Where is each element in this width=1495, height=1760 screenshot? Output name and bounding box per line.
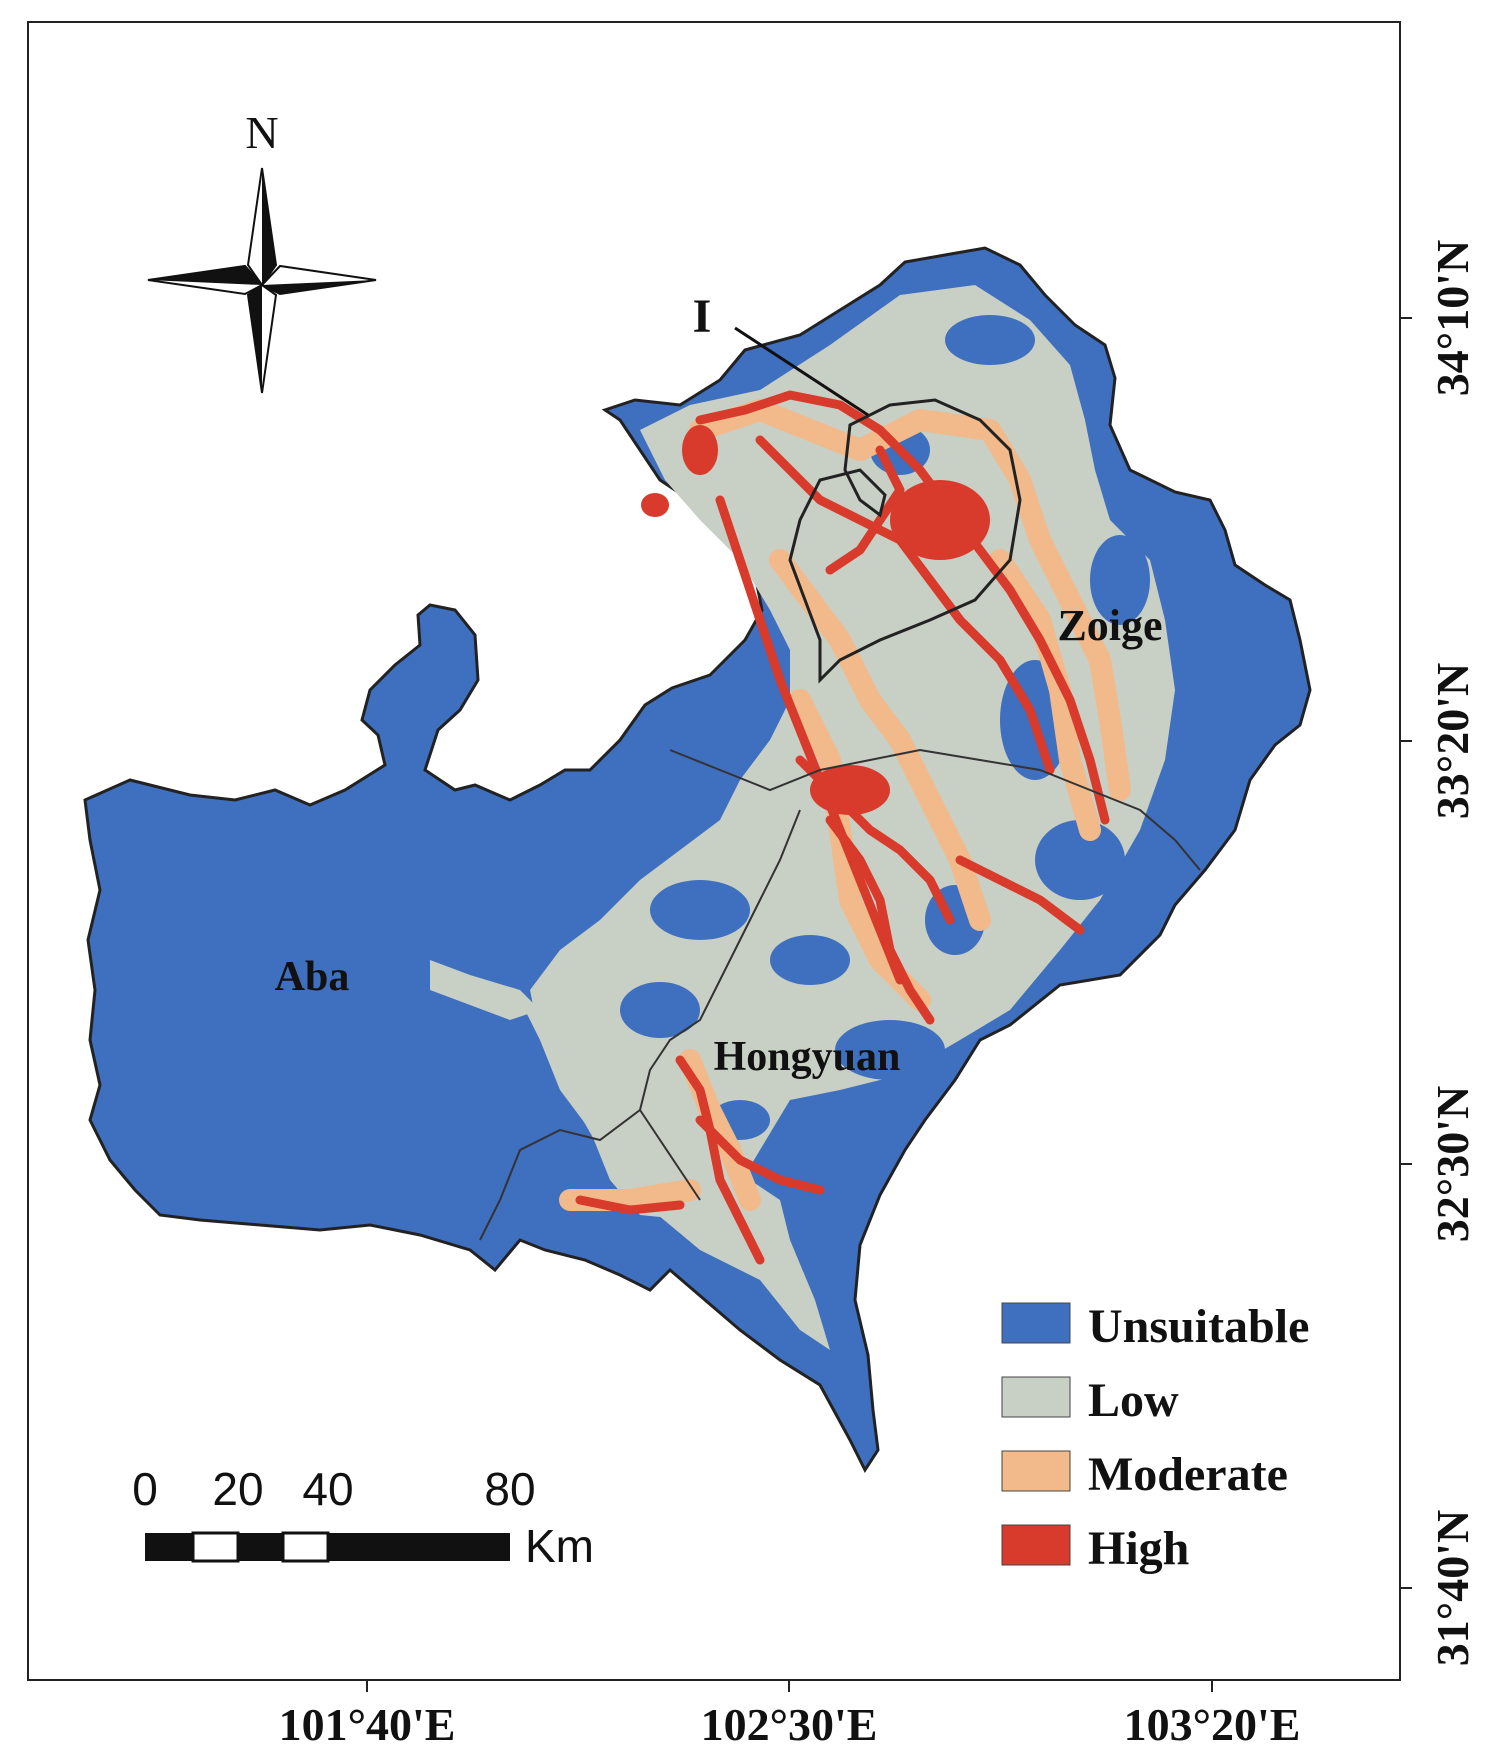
latitude-label: 32°30'N [1427, 1086, 1478, 1242]
legend-swatch-moderate [1001, 1450, 1071, 1492]
legend: Unsuitable Low Moderate High [1001, 1300, 1309, 1575]
scale-tick-label: 0 [132, 1463, 158, 1515]
legend-swatch-high [1001, 1524, 1071, 1566]
latitude-label: 34°10'N [1427, 240, 1478, 396]
zone-moderate [559, 399, 1131, 1211]
zone-high-patches [641, 425, 990, 815]
legend-swatch-low [1001, 1376, 1071, 1418]
scale-unit-label: Km [525, 1520, 594, 1572]
scale-tick-label: 80 [484, 1463, 535, 1515]
region-label-zoige: Zoige [1057, 601, 1162, 650]
region-i-boundary [788, 398, 1022, 684]
legend-label-low: Low [1088, 1374, 1179, 1427]
longitude-label: 101°40'E [279, 1699, 456, 1750]
legend-label-unsuitable: Unsuitable [1088, 1300, 1309, 1353]
legend-swatch-unsuitable [1001, 1302, 1071, 1344]
latitude-label: 31°40'N [1427, 1510, 1478, 1666]
zone-low [430, 285, 1175, 1350]
region-label-aba: Aba [275, 954, 350, 1000]
scale-tick-label: 40 [302, 1463, 353, 1515]
north-arrow-icon [147, 167, 377, 394]
latitude-label: 33°20'N [1427, 663, 1478, 819]
longitude-label: 102°30'E [701, 1699, 878, 1750]
region-label-hongyuan: Hongyuan [714, 1034, 901, 1080]
scale-tick-label: 20 [212, 1463, 263, 1515]
inset-marker-label: I [693, 290, 712, 343]
legend-label-moderate: Moderate [1088, 1448, 1288, 1501]
north-label: N [245, 107, 278, 158]
scale-bar: 0 20 40 80 Km [132, 1463, 594, 1572]
inset-leader-line [734, 326, 869, 417]
frame-ticks [366, 317, 1412, 1692]
zone-high [575, 390, 1110, 1265]
legend-label-high: High [1088, 1522, 1189, 1575]
longitude-label: 103°20'E [1124, 1699, 1301, 1750]
county-boundaries [479, 748, 1201, 1241]
